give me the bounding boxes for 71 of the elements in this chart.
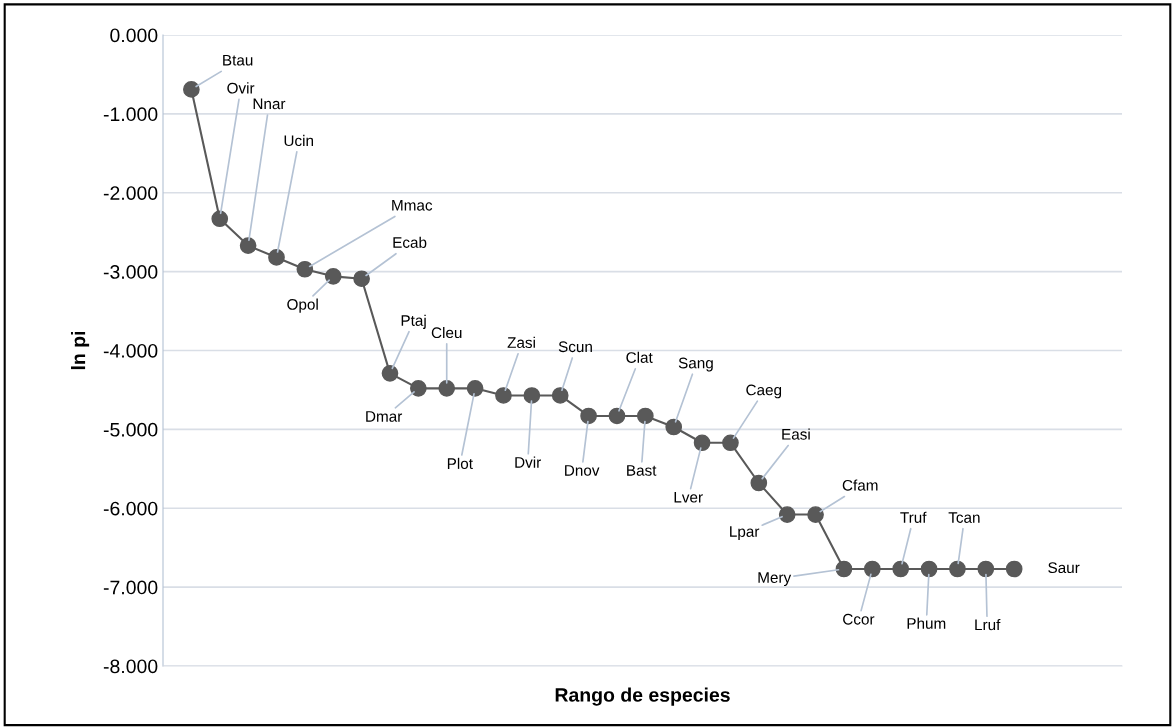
y-tick-label: -1.000 <box>103 107 158 122</box>
data-label: Clat <box>626 351 653 363</box>
data-label: Caeg <box>746 384 782 399</box>
point <box>977 560 995 578</box>
x-axis-title: Rango de especies <box>555 687 730 706</box>
data-label: Ptaj <box>401 314 426 329</box>
point <box>835 560 853 578</box>
data-label: Sang <box>678 357 713 372</box>
point <box>381 365 399 382</box>
y-tick-label: -6.000 <box>103 501 158 516</box>
point <box>211 210 229 228</box>
data-label: Cleu <box>431 326 462 339</box>
point <box>551 387 569 404</box>
point <box>722 434 739 452</box>
y-tick-label: -5.000 <box>103 422 158 437</box>
data-label: Bast <box>627 465 657 476</box>
data-label: Easi <box>782 428 810 440</box>
y-tick-label: -8.000 <box>103 659 158 674</box>
point <box>863 560 881 578</box>
data-label: Dvir <box>515 456 541 468</box>
data-label: Ovir <box>227 82 255 94</box>
y-tick-label: -2.000 <box>103 186 158 200</box>
point <box>892 560 910 578</box>
data-label: Zasi <box>507 336 535 348</box>
point <box>495 387 512 404</box>
data-label: Mery <box>758 572 792 586</box>
point <box>353 270 370 288</box>
y-tick-label: -7.000 <box>103 580 158 595</box>
y-axis-title: ln pi <box>71 331 90 370</box>
data-label: Mmac <box>392 200 433 211</box>
data-label: Cfam <box>842 479 878 491</box>
data-label: Nnar <box>253 98 286 110</box>
point <box>778 506 796 523</box>
y-tick-label: -3.000 <box>103 265 158 279</box>
data-label: Ecab <box>393 236 427 248</box>
point <box>920 560 938 578</box>
point <box>324 268 342 285</box>
data-label: Btau <box>223 54 253 66</box>
point <box>637 407 654 425</box>
data-label: Scun <box>558 341 592 353</box>
data-label: Saur <box>1048 562 1080 574</box>
point <box>693 434 711 452</box>
point <box>183 81 200 98</box>
data-label: Tcan <box>948 512 980 523</box>
data-label: Lver <box>674 491 703 503</box>
data-label: Ccor <box>843 613 875 625</box>
data-label: Opol <box>287 298 318 313</box>
point <box>438 380 456 397</box>
data-label: Lruf <box>975 619 1001 631</box>
point <box>750 474 768 492</box>
y-tick-label: -4.000 <box>103 343 158 358</box>
data-label: Phum <box>907 617 946 629</box>
point <box>410 380 427 397</box>
point <box>949 560 966 578</box>
point <box>665 418 683 436</box>
data-label: Plot <box>447 457 473 470</box>
point <box>296 260 314 278</box>
point <box>268 249 285 266</box>
y-tick-label: 0.000 <box>110 28 158 43</box>
data-label: Lpar <box>730 526 760 540</box>
point <box>1005 560 1023 578</box>
data-label: Dmar <box>366 411 403 422</box>
point <box>523 387 541 404</box>
point <box>580 407 597 425</box>
point <box>807 506 824 523</box>
point <box>466 380 484 397</box>
data-label: Truf <box>900 511 927 523</box>
point <box>239 237 257 254</box>
data-label: Dnov <box>565 465 600 476</box>
data-label: Ucin <box>284 134 313 147</box>
point <box>608 407 626 425</box>
